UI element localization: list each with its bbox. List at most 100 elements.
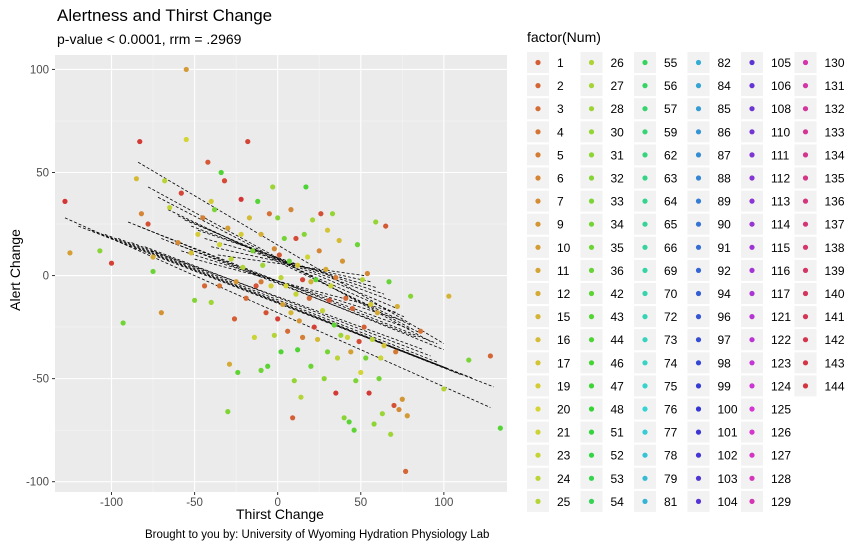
legend-symbol bbox=[535, 406, 541, 412]
legend-label: 6 bbox=[557, 172, 564, 186]
legend-symbol bbox=[535, 59, 541, 66]
data-point bbox=[251, 334, 258, 341]
legend-label: 99 bbox=[718, 379, 732, 393]
legend-label: 33 bbox=[611, 195, 625, 209]
legend-label: 21 bbox=[557, 426, 571, 440]
data-point bbox=[368, 301, 374, 308]
legend-label: 2 bbox=[557, 79, 564, 93]
data-point bbox=[295, 347, 301, 353]
legend-symbol bbox=[749, 267, 755, 273]
data-point bbox=[309, 217, 316, 223]
data-point bbox=[348, 349, 354, 355]
legend-label: 59 bbox=[664, 125, 678, 139]
y-tick-label: 0 bbox=[43, 271, 49, 283]
data-point bbox=[295, 262, 301, 268]
legend-label: 124 bbox=[771, 379, 791, 393]
data-point bbox=[346, 419, 352, 425]
legend-symbol bbox=[749, 290, 755, 297]
legend-symbol bbox=[588, 383, 595, 389]
legend-symbol bbox=[588, 314, 595, 320]
legend-symbol bbox=[588, 152, 595, 158]
data-point bbox=[183, 136, 189, 143]
legend-symbol bbox=[695, 406, 702, 412]
legend-symbol bbox=[802, 198, 809, 204]
data-point bbox=[138, 211, 145, 217]
legend-label: 81 bbox=[664, 495, 678, 509]
data-point bbox=[283, 283, 289, 289]
legend-symbol bbox=[749, 106, 755, 112]
legend-symbol bbox=[535, 337, 541, 343]
legend-symbol bbox=[802, 244, 809, 250]
legend-label: 142 bbox=[825, 333, 845, 347]
legend-symbol bbox=[695, 337, 702, 343]
legend-label: 9 bbox=[557, 218, 564, 232]
legend-symbol bbox=[802, 360, 809, 366]
data-point bbox=[313, 277, 319, 283]
legend-symbol bbox=[749, 429, 755, 435]
data-point bbox=[188, 250, 194, 256]
data-point bbox=[446, 293, 452, 299]
data-point bbox=[290, 415, 296, 421]
data-point bbox=[403, 468, 409, 474]
legend-symbol bbox=[749, 198, 755, 204]
legend-symbol bbox=[588, 337, 595, 343]
legend-symbol bbox=[749, 175, 755, 181]
legend-label: 131 bbox=[825, 79, 845, 93]
data-point bbox=[183, 66, 189, 73]
data-point bbox=[356, 338, 362, 345]
data-point bbox=[280, 301, 286, 308]
x-tick-label: 0 bbox=[274, 497, 280, 509]
data-point bbox=[243, 295, 249, 301]
fit-line bbox=[191, 225, 391, 301]
legend-label: 65 bbox=[664, 218, 678, 232]
legend-symbol bbox=[695, 221, 702, 227]
data-point bbox=[441, 386, 447, 392]
data-point bbox=[178, 190, 184, 196]
data-point bbox=[158, 310, 164, 316]
data-point bbox=[201, 283, 208, 289]
legend-label: 112 bbox=[771, 172, 790, 186]
data-point bbox=[235, 369, 241, 376]
legend-symbol bbox=[749, 383, 755, 389]
legend-symbol bbox=[642, 498, 648, 504]
data-point bbox=[381, 343, 387, 349]
plot-panel bbox=[55, 55, 507, 492]
data-point bbox=[394, 303, 400, 310]
data-point bbox=[133, 176, 140, 182]
data-point bbox=[298, 394, 304, 400]
legend-symbol bbox=[695, 152, 702, 158]
data-point bbox=[246, 215, 253, 221]
legend-label: 139 bbox=[825, 264, 845, 278]
legend-label: 125 bbox=[771, 403, 791, 417]
data-point bbox=[167, 204, 173, 211]
legend-symbol bbox=[535, 314, 541, 320]
data-point bbox=[221, 178, 228, 184]
legend-label: 138 bbox=[825, 241, 845, 255]
legend-label: 70 bbox=[664, 287, 678, 301]
legend-label: 4 bbox=[557, 125, 564, 139]
data-point bbox=[373, 219, 379, 225]
data-point bbox=[228, 256, 234, 262]
data-point bbox=[253, 283, 259, 289]
legend-label: 17 bbox=[557, 356, 571, 370]
legend-symbol bbox=[535, 429, 541, 435]
legend-symbol bbox=[695, 475, 702, 481]
legend-symbol bbox=[642, 244, 648, 250]
fit-line bbox=[181, 250, 405, 322]
legend-symbol bbox=[535, 129, 541, 135]
legend-label: 74 bbox=[664, 356, 678, 370]
fit-line bbox=[171, 242, 411, 330]
data-point bbox=[328, 283, 334, 289]
data-point bbox=[329, 211, 336, 217]
data-point bbox=[137, 138, 143, 145]
legend-symbol bbox=[642, 129, 648, 135]
data-point bbox=[233, 279, 239, 285]
legend-label: 51 bbox=[611, 426, 625, 440]
data-point bbox=[291, 378, 297, 384]
legend-symbol bbox=[535, 498, 541, 504]
fit-line bbox=[161, 238, 418, 338]
data-point bbox=[293, 291, 299, 297]
data-point bbox=[374, 310, 380, 316]
data-point bbox=[306, 295, 312, 301]
legend-symbol bbox=[588, 244, 595, 250]
